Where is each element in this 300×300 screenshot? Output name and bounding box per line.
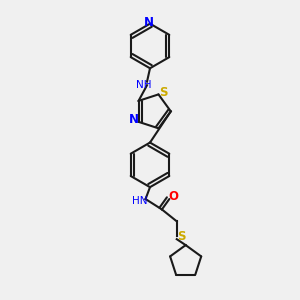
Text: S: S <box>177 230 185 243</box>
Text: NH: NH <box>136 80 151 90</box>
Text: N: N <box>143 16 154 29</box>
Text: N: N <box>129 113 139 126</box>
Text: HN: HN <box>132 196 147 206</box>
Text: S: S <box>160 85 168 98</box>
Text: O: O <box>168 190 178 202</box>
